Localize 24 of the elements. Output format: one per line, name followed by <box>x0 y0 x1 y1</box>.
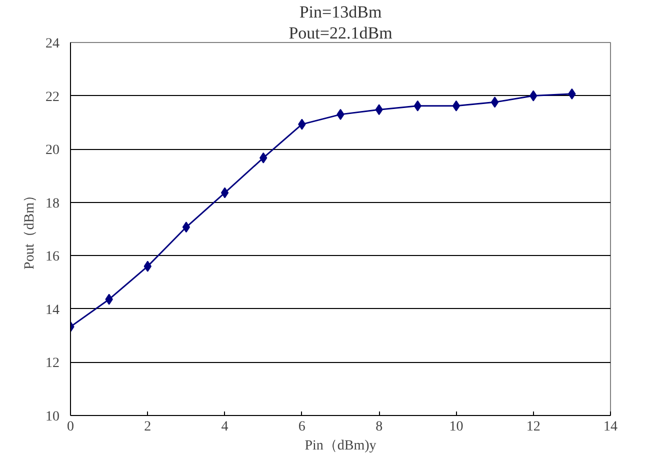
y-tick-label: 10 <box>46 410 60 424</box>
point <box>490 96 499 108</box>
x-tick-label: 0 <box>67 420 74 434</box>
y-tick-label: 14 <box>46 302 60 318</box>
x-axis-title: Pin（dBm)y <box>304 438 376 454</box>
point <box>220 187 229 198</box>
y-axis-title: Pout（dBm） <box>22 188 38 270</box>
y-tick-label: 22 <box>46 90 60 105</box>
y-tick-label: 12 <box>46 356 60 372</box>
chart-subtitle: Pout=22.1dBm <box>288 24 392 42</box>
point <box>182 222 190 233</box>
x-tick-label: 8 <box>376 420 383 434</box>
x-tick-label: 6 <box>298 420 306 434</box>
y-tick-label: 16 <box>46 250 60 265</box>
x-tick-label: 10 <box>449 420 464 434</box>
x-tick-label: 12 <box>526 420 540 434</box>
y-tick-label: 20 <box>46 143 60 158</box>
x-tick-label: 14 <box>604 420 618 434</box>
chart-title: Pin=13dBm <box>299 2 382 22</box>
y-tick-label: 24 <box>46 36 60 52</box>
x-tick-label: 4 <box>221 420 228 434</box>
y-tick-label: 18 <box>46 196 60 212</box>
point <box>452 100 460 112</box>
x-tick-label: 2 <box>144 420 152 434</box>
